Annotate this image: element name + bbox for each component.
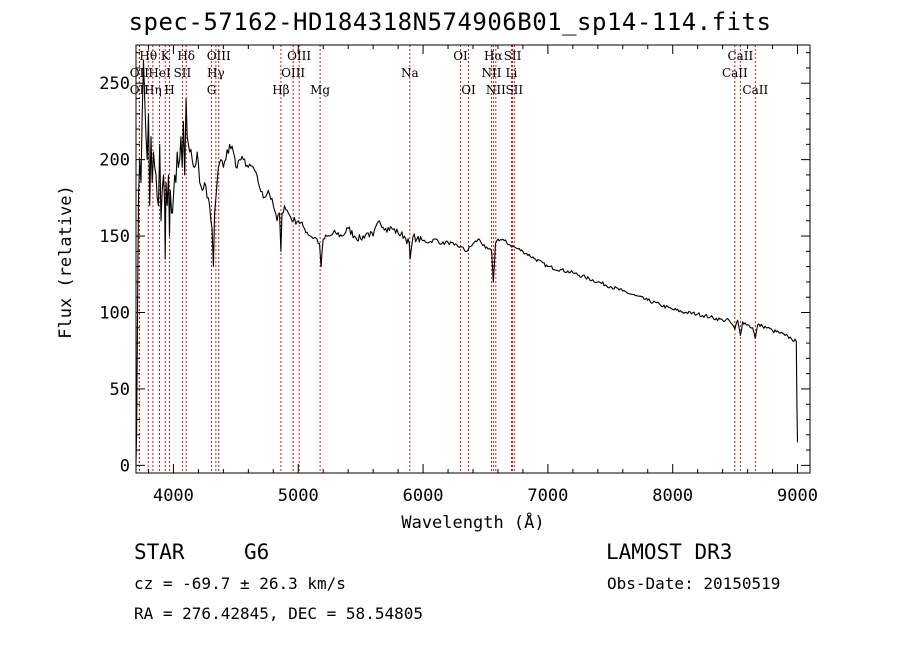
x-tick-label: 5000 [278,486,319,506]
spectral-line-label: Hθ [139,49,157,63]
plot-frame [135,44,811,474]
spectral-line-label: OI [461,83,476,97]
spectral-line-label: Na [401,66,419,80]
x-tick-label: 9000 [777,486,818,506]
coordinates: RA = 276.42845, DEC = 58.54805 [134,604,423,623]
spectral-line-label: CaII [722,66,748,80]
spectral-line-label: Hγ [207,66,225,80]
spectral-line-label: Mg [310,83,330,97]
spectral-line-markers [138,45,756,473]
spectral-line-label: OI [453,49,468,63]
x-axis-ticks: 4000 5000 6000 7000 8000 9000 [147,45,818,506]
y-tick-label: 50 [110,380,130,400]
spectral-line-label: SII [505,83,523,97]
y-axis-ticks: 0 50 100 150 200 250 [99,52,810,476]
spectral-line-label: OIII [281,66,305,80]
spectral-line-label: H [164,83,174,97]
spectral-line-label: G [207,83,217,97]
x-tick-label: 6000 [403,486,444,506]
object-subclass: G6 [244,540,270,564]
x-tick-label: 4000 [153,486,194,506]
y-tick-label: 100 [99,304,130,324]
spectral-line-label: Hη [144,83,162,97]
survey-name: LAMOST DR3 [606,540,733,564]
spectral-line-label: SII [174,66,192,80]
spectral-line-label: CaII [727,49,753,63]
object-class: STAR [134,540,185,564]
spectral-line-label: OIII [287,49,311,63]
x-tick-label: 8000 [652,486,693,506]
redshift-cz: cz = -69.7 ± 26.3 km/s [134,574,346,593]
chart-title: spec-57162-HD184318N574906B01_sp14-114.f… [128,8,772,36]
spectral-line-label: NII [486,83,506,97]
spectral-line-label: Hα [484,49,503,63]
y-tick-label: 150 [99,227,130,247]
y-tick-label: 0 [120,456,130,476]
y-tick-label: 200 [99,151,130,171]
spectral-line-label: Hδ [177,49,195,63]
spectral-line-label: K [161,49,171,63]
spectral-line-label: CaII [742,83,768,97]
spectral-line-label: HeI [148,66,171,80]
y-tick-label: 250 [99,74,130,94]
x-axis-label: Wavelength (Å) [401,511,544,533]
spectral-line-label: NII [481,66,501,80]
y-axis-label: Flux (relative) [56,185,76,339]
spectral-line-label: Hβ [272,83,289,97]
x-tick-label: 7000 [527,486,568,506]
flux-series-line [135,59,799,463]
spectral-line-label: Li [506,66,518,80]
observation-date: Obs-Date: 20150519 [607,574,781,593]
spectral-line-label: SII [504,49,522,63]
spectral-line-labels: HθOIIOIIHηHeIKHSIIHδGHγOIIIHβOIIIOIIIMgN… [130,49,769,97]
spectral-line-label: OIII [207,49,231,63]
